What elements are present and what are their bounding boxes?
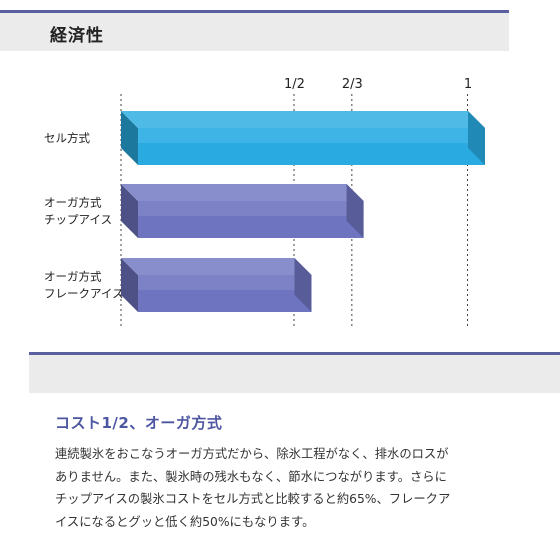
x-tick-label: 1 (464, 77, 472, 92)
paragraph-line: ありません。また、製氷時の残水もなく、節水につながります。さらに (55, 469, 447, 484)
category-label: オーガ方式 (44, 270, 102, 284)
bar-highlight (138, 201, 364, 216)
bar-side-face (121, 184, 138, 238)
bar-highlight (138, 128, 485, 143)
bar-top-face (121, 184, 364, 201)
bar-side-face (121, 258, 138, 312)
bar-top-face (121, 258, 312, 275)
x-tick-label: 1/2 (284, 77, 305, 92)
category-label: オーガ方式 (44, 196, 102, 210)
bar-highlight (138, 275, 312, 290)
bar-end-face (294, 258, 312, 312)
bar-top-face (121, 111, 485, 128)
section-divider-bar (29, 352, 560, 393)
page-title: 経済性 (50, 26, 104, 46)
paragraph-line: 連続製氷をおこなうオーガ方式だから、除氷工程がなく、排水のロスが (55, 447, 449, 461)
paragraph-line: イスになるとグッと低く約50%にもなります。 (55, 514, 315, 529)
section-heading: コスト1/2、オーガ方式 (55, 414, 223, 432)
bar-end-face (346, 184, 364, 238)
category-label: チップアイス (44, 213, 112, 227)
bar-side-face (121, 111, 138, 165)
header-bar: 経済性 (0, 10, 509, 51)
bar-end-face (468, 111, 485, 165)
section-paragraph: 連続製氷をおこなうオーガ方式だから、除氷工程がなく、排水のロスが ありません。ま… (55, 443, 530, 533)
x-tick-label: 2/3 (342, 77, 363, 92)
category-label: セル方式 (44, 131, 90, 145)
category-label: フレークアイス (44, 287, 124, 301)
paragraph-line: チップアイスの製氷コストをセル方式と比較すると約65%、フレークア (55, 492, 451, 506)
